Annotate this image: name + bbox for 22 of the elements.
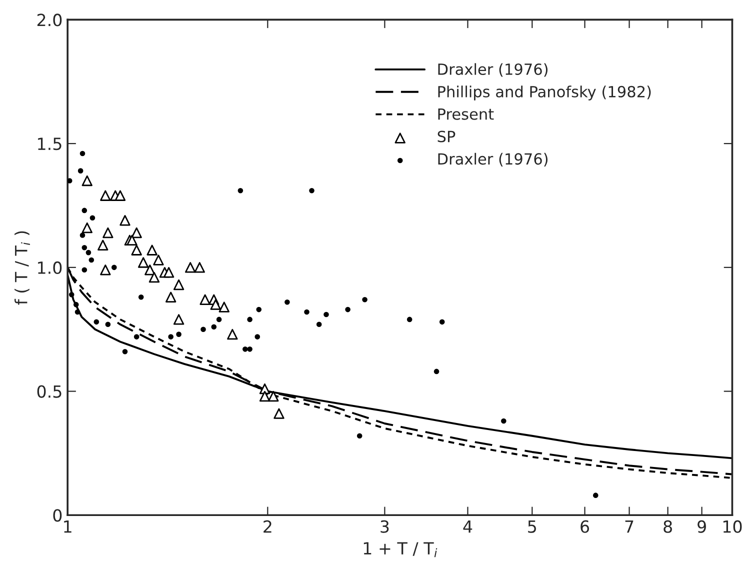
y-tick-label: 0.5: [37, 385, 62, 398]
x-tick-label: 4: [463, 520, 472, 533]
x-tick-label: 6: [580, 520, 590, 533]
x-tick-label: 5: [528, 520, 536, 533]
x-tick-label: 10: [723, 520, 742, 533]
x-tick-label: 2: [264, 520, 272, 533]
x-tick-label: 9: [698, 520, 706, 533]
legend-label: Phillips and Panofsky (1982): [438, 86, 651, 100]
legend-label: SP: [438, 130, 456, 142]
y-tick-label: 1.5: [38, 138, 62, 150]
legend-label: Draxler (1976): [438, 63, 548, 77]
legend-label: Present: [438, 108, 494, 120]
y-tick-label: 1.0: [38, 261, 62, 274]
x-tick-label: 7: [625, 520, 634, 533]
legend-label: Draxler (1976): [438, 152, 548, 167]
x-tick-label: 8: [664, 520, 672, 533]
x-tick-label: 1: [64, 520, 72, 533]
x-tick-label: 3: [380, 520, 389, 533]
y-axis-title: f ( T / T$_{i}$ ): [14, 231, 30, 305]
y-tick-label: 0: [53, 509, 62, 522]
x-axis-title: 1 + T / T$_{i}$: [364, 542, 438, 558]
y-tick-label: 2.0: [37, 14, 62, 26]
